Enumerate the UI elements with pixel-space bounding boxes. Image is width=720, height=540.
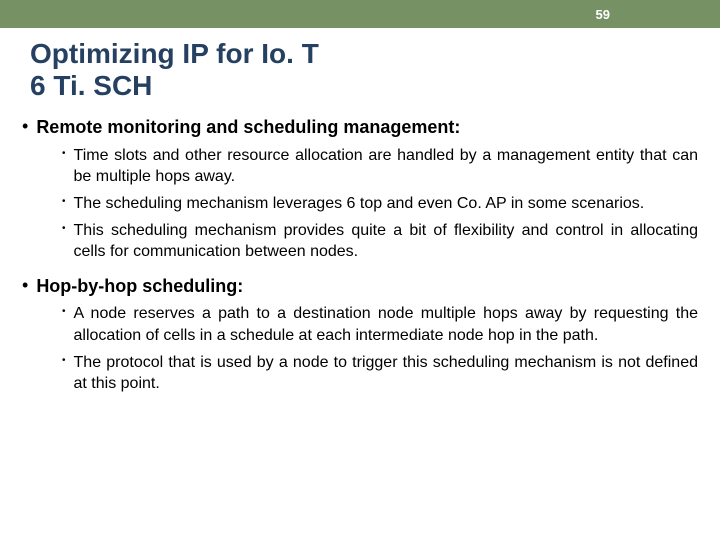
sub-bullet-item: • A node reserves a path to a destinatio… (62, 303, 698, 346)
section-heading-text: Hop-by-hop scheduling: (36, 275, 243, 298)
bullet-dot: • (62, 352, 66, 395)
sub-bullet-text: The scheduling mechanism leverages 6 top… (74, 193, 645, 215)
bullet-dot: • (62, 220, 66, 263)
sub-bullet-item: • The scheduling mechanism leverages 6 t… (62, 193, 698, 215)
title-block: Optimizing IP for Io. T 6 Ti. SCH (0, 28, 720, 116)
sub-bullet-item: • Time slots and other resource allocati… (62, 145, 698, 188)
page-number: 59 (596, 7, 610, 22)
sub-bullet-item: • The protocol that is used by a node to… (62, 352, 698, 395)
section-heading: • Hop-by-hop scheduling: (22, 275, 698, 298)
title-line-2: 6 Ti. SCH (30, 70, 690, 102)
sub-bullet-text: Time slots and other resource allocation… (74, 145, 698, 188)
sub-bullet-text: The protocol that is used by a node to t… (74, 352, 698, 395)
bullet-dot: • (22, 116, 28, 139)
sub-bullet-list: • A node reserves a path to a destinatio… (62, 303, 698, 394)
bullet-dot: • (62, 145, 66, 188)
sub-bullet-text: A node reserves a path to a destination … (74, 303, 698, 346)
bullet-dot: • (22, 275, 28, 298)
section-heading-text: Remote monitoring and scheduling managem… (36, 116, 460, 139)
header-bar: 59 (0, 0, 720, 28)
sub-bullet-list: • Time slots and other resource allocati… (62, 145, 698, 263)
section-heading: • Remote monitoring and scheduling manag… (22, 116, 698, 139)
title-line-1: Optimizing IP for Io. T (30, 38, 690, 70)
sub-bullet-text: This scheduling mechanism provides quite… (74, 220, 698, 263)
bullet-dot: • (62, 193, 66, 215)
content-area: • Remote monitoring and scheduling manag… (0, 116, 720, 394)
bullet-dot: • (62, 303, 66, 346)
sub-bullet-item: • This scheduling mechanism provides qui… (62, 220, 698, 263)
